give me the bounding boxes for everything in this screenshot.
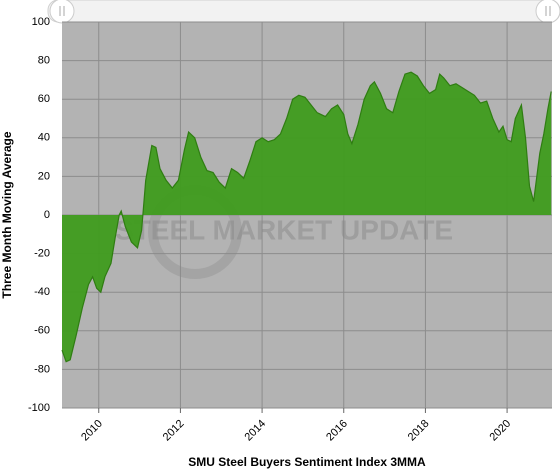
y-tick-label: -80: [34, 363, 50, 375]
area-fill: [62, 72, 552, 362]
handle-grip: [545, 6, 551, 16]
watermark: STEEL MARKET UPDATE: [115, 185, 453, 279]
x-tick-label: 2020: [487, 418, 513, 444]
y-tick-label: -20: [34, 248, 50, 260]
x-tick-label: 2010: [79, 418, 105, 444]
y-tick-label: 80: [38, 55, 50, 67]
y-tick-label: 100: [32, 16, 50, 28]
y-tick-label: -100: [28, 402, 50, 414]
x-tick-label: 2018: [406, 418, 432, 444]
y-tick-label: 40: [38, 132, 50, 144]
handle-grip: [59, 6, 65, 16]
area-line: [61, 71, 552, 363]
x-tick-label: 2016: [324, 418, 350, 444]
navigator[interactable]: [47, 0, 560, 24]
y-tick-label: -40: [34, 286, 50, 298]
y-axis-title: Three Month Moving Average: [0, 131, 14, 298]
x-tick-label: 2014: [242, 418, 268, 444]
navigator-handle[interactable]: [49, 0, 75, 24]
y-tick-label: 0: [44, 209, 50, 221]
navigator-track[interactable]: [47, 0, 560, 23]
y-tick-label: 60: [38, 93, 50, 105]
y-tick-label: -60: [34, 325, 50, 337]
navigator-handle[interactable]: [535, 0, 560, 24]
x-axis-title: SMU Steel Buyers Sentiment Index 3MMA: [188, 455, 426, 469]
watermark-text: STEEL MARKET UPDATE: [115, 214, 453, 245]
x-tick-label: 2012: [161, 418, 187, 444]
y-tick-label: 20: [38, 170, 50, 182]
